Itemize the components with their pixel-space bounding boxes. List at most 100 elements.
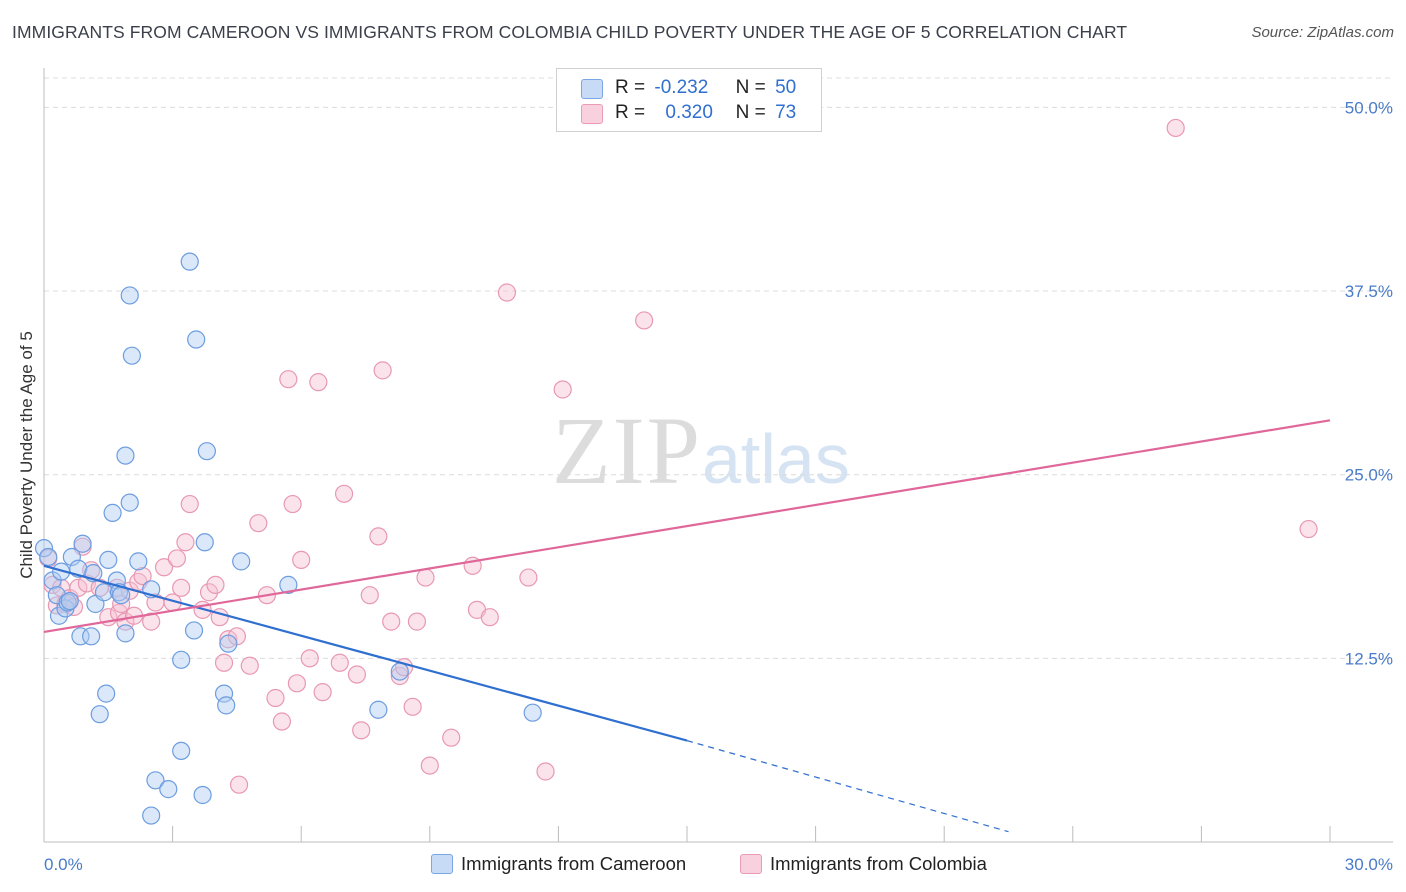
point-colombia [283,494,302,514]
point-colombia [497,283,517,302]
point-colombia [154,558,174,577]
point-colombia [635,311,654,330]
point-colombia [292,550,311,570]
point-colombia [229,775,249,794]
y-tick-label: 37.5% [1345,282,1393,301]
watermark-zip: ZIP [552,397,702,504]
point-cameroon [369,700,388,719]
tick-labels: 12.5% 25.0% 37.5% 50.0% 0.0% 30.0% [44,98,1393,874]
point-cameroon [82,627,101,646]
series-colombia-points [39,118,1318,794]
trend-line-cameroon [43,564,688,742]
series-cameroon-points [34,252,542,825]
point-colombia [313,683,332,702]
point-colombia [330,653,349,672]
grid-lines [44,77,1393,659]
point-colombia [69,578,88,597]
point-colombia [249,514,268,533]
point-cameroon [116,446,135,465]
point-cameroon [142,806,161,825]
point-colombia [403,697,422,716]
x-tick-label: 0.0% [44,855,83,874]
trend-line-cameroon-extension [686,740,1009,833]
point-cameroon [523,703,542,722]
point-cameroon [103,503,122,522]
bottom-legend-swatch-cameroon [431,854,453,874]
watermark: ZIPatlas [552,395,850,506]
point-cameroon [122,346,141,365]
legend-n-label: N = [735,102,766,123]
point-cameroon [146,771,165,790]
point-cameroon [214,684,234,703]
point-colombia [334,484,354,503]
point-colombia [214,653,234,672]
legend-r-label: R = [615,77,646,98]
y-tick-label: 50.0% [1345,98,1393,117]
point-cameroon [60,591,79,611]
point-colombia [553,380,572,399]
point-colombia [240,656,259,675]
point-colombia [373,361,392,380]
point-cameroon [172,650,191,669]
legend-r-value-cameroon: -0.232 [654,77,709,98]
point-cameroon [99,550,118,570]
point-cameroon [34,539,54,558]
point-cameroon [180,252,199,271]
point-colombia [352,721,371,740]
point-colombia [287,674,307,693]
point-colombia [180,494,199,514]
x-tick-label: 30.0% [1345,855,1393,874]
point-colombia [142,612,161,631]
point-colombia [279,370,298,389]
point-colombia [172,578,191,597]
point-cameroon [172,741,191,761]
legend-n-value-cameroon: 50 [775,77,797,98]
chart-title: IMMIGRANTS FROM CAMEROON VS IMMIGRANTS F… [12,22,1128,42]
point-cameroon [116,624,135,643]
point-colombia [390,666,409,686]
point-cameroon [71,627,90,646]
point-colombia [272,712,292,731]
point-cameroon [232,552,251,571]
point-cameroon [193,785,212,805]
bottom-legend-label-cameroon: Immigrants from Cameroon [461,853,687,874]
point-cameroon [39,547,58,567]
point-colombia [176,533,195,552]
point-cameroon [159,780,178,799]
point-colombia [133,566,152,586]
point-colombia [519,568,538,587]
y-tick-label: 12.5% [1345,649,1393,668]
point-colombia [407,612,427,631]
legend-r-label: R = [615,102,646,123]
point-cameroon [120,286,139,305]
point-colombia [416,568,435,587]
point-colombia [360,586,379,605]
bottom-legend-label-colombia: Immigrants from Colombia [770,853,987,874]
point-colombia [536,762,555,781]
point-cameroon [62,547,81,567]
axes [43,68,1393,843]
point-cameroon [219,634,238,653]
y-tick-label: 25.0% [1345,466,1393,485]
point-colombia [382,612,401,631]
point-cameroon [49,606,69,625]
point-colombia [480,608,499,627]
point-colombia [1299,519,1318,539]
point-colombia [420,756,439,775]
point-colombia [369,527,388,546]
correlation-legend: R = -0.232 N = 50 R = 0.320 N = 73 [556,68,822,132]
point-cameroon [279,575,298,594]
point-colombia [266,688,285,708]
point-colombia [347,665,367,684]
trend-line-colombia [43,419,1331,633]
point-cameroon [90,705,109,724]
point-cameroon [217,696,236,715]
point-colombia [1166,118,1185,138]
point-cameroon [73,534,92,553]
bottom-legend-swatch-colombia [740,854,762,874]
point-colombia [206,575,225,594]
point-colombia [167,549,186,568]
point-cameroon [94,583,114,602]
y-axis-label: Child Poverty Under the Age of 5 [17,331,36,579]
